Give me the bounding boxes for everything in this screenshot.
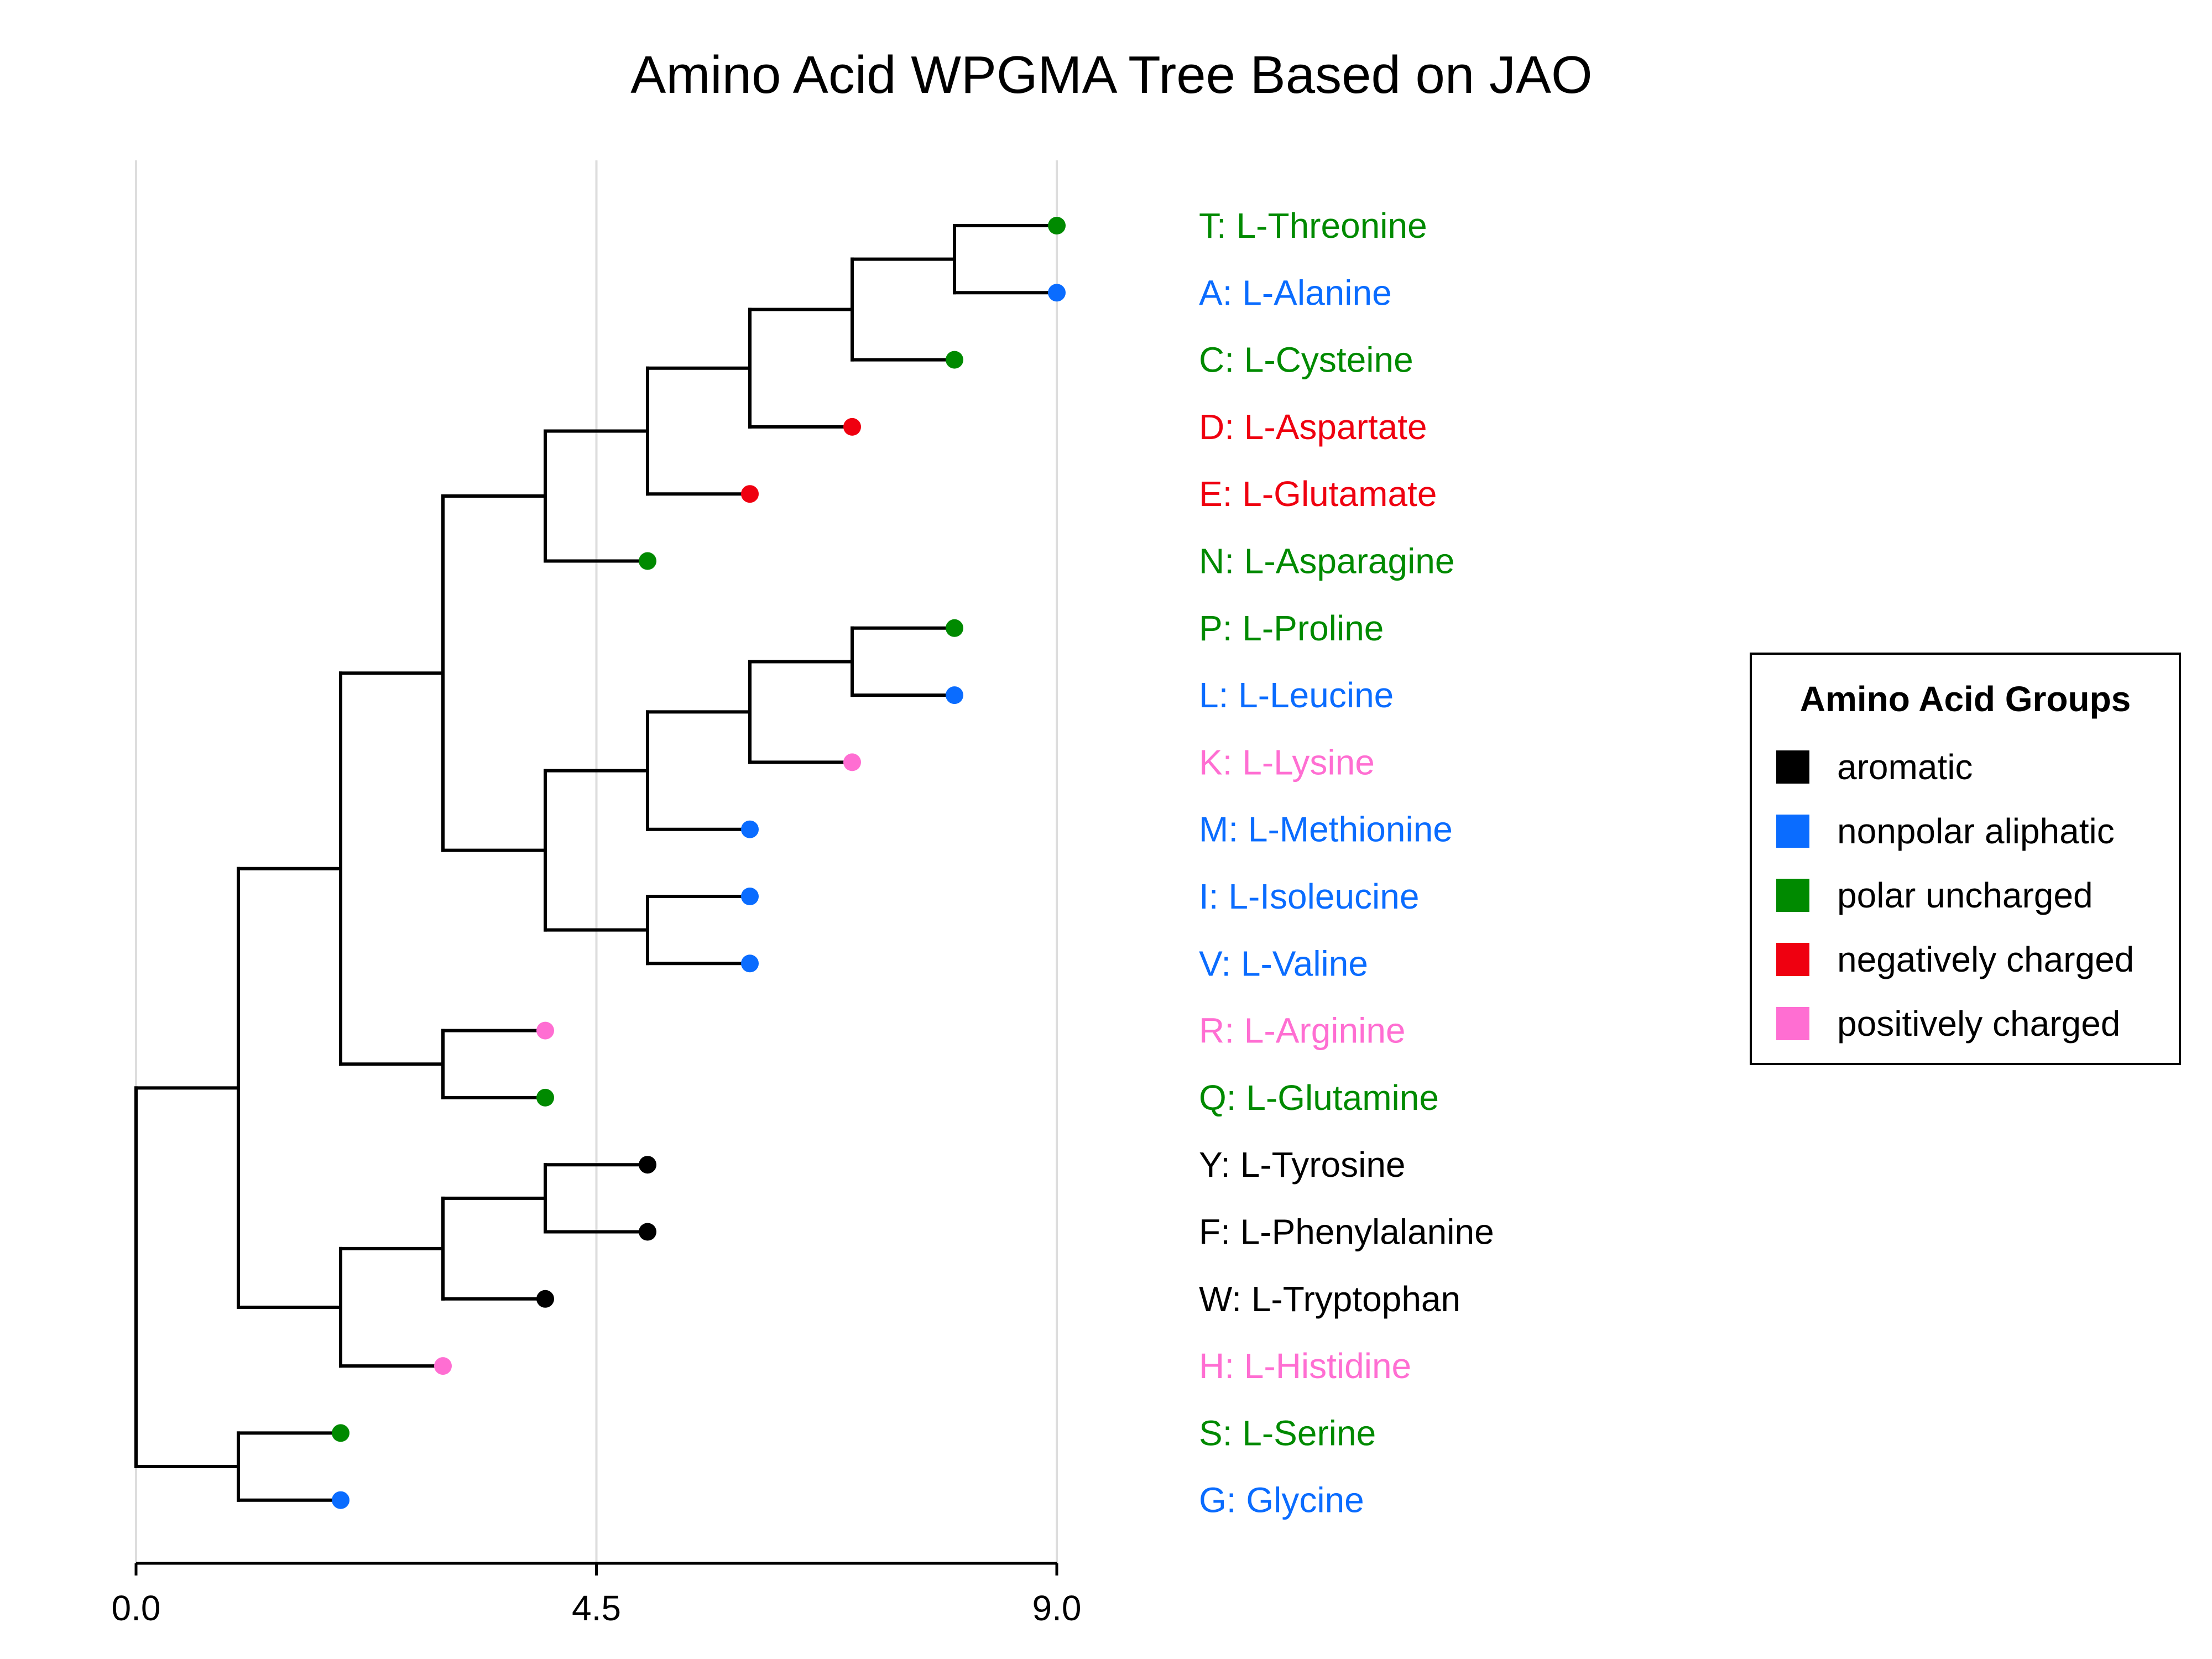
leaf-label: F: L-Phenylalanine — [1199, 1212, 1494, 1252]
leaf-label: N: L-Asparagine — [1199, 541, 1454, 581]
legend: Amino Acid Groups aromatic nonpolar alipha… — [1750, 653, 2181, 1065]
leaf-marker — [1048, 284, 1066, 302]
x-tick-label: 4.5 — [572, 1588, 621, 1628]
legend-entry-label: nonpolar aliphatic — [1837, 811, 2115, 851]
leaf-marker — [741, 820, 759, 838]
leaf-marker — [741, 954, 759, 973]
x-axis: 0.0 4.5 9.0 — [112, 1562, 1082, 1628]
leaf-label: K: L-Lysine — [1199, 742, 1375, 782]
x-tick-label: 9.0 — [1032, 1588, 1082, 1628]
leaf-label: V: L-Valine — [1199, 943, 1368, 983]
tree-branches — [134, 224, 1058, 1502]
legend-swatch — [1776, 815, 1809, 848]
leaf-marker — [946, 351, 963, 369]
leaf-marker — [536, 1290, 554, 1308]
leaf-markers — [332, 217, 1066, 1509]
leaf-marker — [639, 1156, 656, 1174]
leaf-marker — [946, 686, 963, 705]
leaf-label: Q: L-Glutamine — [1199, 1078, 1439, 1118]
leaf-labels: T: L-Threonine A: L-Alanine C: L-Cysteine D… — [1199, 206, 1494, 1520]
leaf-label: D: L-Aspartate — [1199, 407, 1427, 447]
leaf-label: P: L-Proline — [1199, 608, 1384, 648]
leaf-marker — [741, 485, 759, 503]
chart-title: Amino Acid WPGMA Tree Based on JAO — [630, 45, 1592, 105]
leaf-marker — [843, 753, 861, 771]
leaf-label: R: L-Arginine — [1199, 1011, 1406, 1051]
leaf-marker — [332, 1424, 349, 1442]
leaf-label: W: L-Tryptophan — [1199, 1279, 1460, 1319]
leaf-marker — [639, 552, 656, 570]
legend-entry-label: positively charged — [1837, 1004, 2120, 1044]
leaf-label: A: L-Alanine — [1199, 273, 1392, 312]
leaf-marker — [741, 888, 759, 905]
leaf-label: I: L-Isoleucine — [1199, 877, 1419, 916]
leaf-label: L: L-Leucine — [1199, 675, 1394, 715]
leaf-label: S: L-Serine — [1199, 1413, 1376, 1453]
leaf-marker — [843, 418, 861, 436]
legend-swatch — [1776, 1007, 1809, 1040]
leaf-marker — [332, 1491, 349, 1509]
leaf-marker — [639, 1223, 656, 1241]
legend-title: Amino Acid Groups — [1800, 679, 2131, 719]
legend-entry-label: negatively charged — [1837, 940, 2134, 979]
grid-lines — [135, 160, 1058, 1563]
x-tick-label: 0.0 — [112, 1588, 161, 1628]
leaf-label: M: L-Methionine — [1199, 810, 1453, 849]
leaf-label: T: L-Threonine — [1199, 206, 1427, 246]
leaf-label: Y: L-Tyrosine — [1199, 1145, 1406, 1185]
legend-swatch — [1776, 750, 1809, 784]
legend-entry-label: aromatic — [1837, 747, 1973, 787]
leaf-marker — [536, 1088, 554, 1107]
leaf-label: E: L-Glutamate — [1199, 474, 1437, 514]
leaf-marker — [1048, 217, 1066, 234]
legend-box — [1750, 653, 2181, 1065]
legend-swatch — [1776, 943, 1809, 976]
leaf-marker — [536, 1021, 554, 1040]
leaf-marker — [946, 619, 963, 637]
leaf-label: G: Glycine — [1199, 1480, 1364, 1520]
leaf-marker — [434, 1357, 452, 1375]
legend-swatch — [1776, 879, 1809, 912]
leaf-label: H: L-Histidine — [1199, 1346, 1411, 1386]
legend-entry-label: polar uncharged — [1837, 875, 2093, 915]
leaf-label: C: L-Cysteine — [1199, 340, 1413, 380]
